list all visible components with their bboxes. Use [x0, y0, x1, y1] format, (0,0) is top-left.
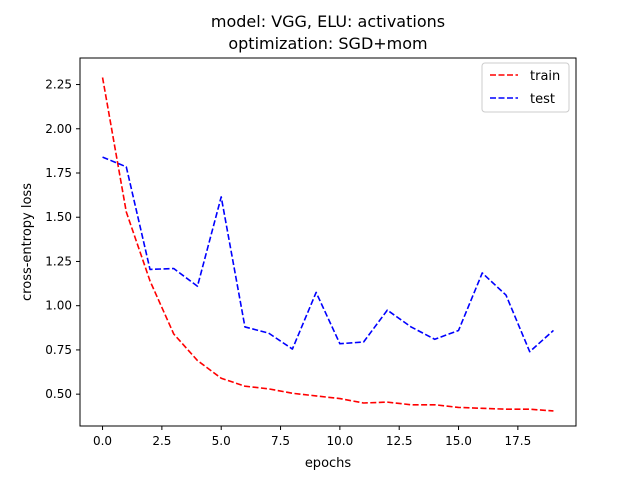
y-tick-label: 1.00 — [45, 299, 72, 313]
series-line-test — [102, 156, 554, 353]
y-tick-label: 0.75 — [45, 343, 72, 357]
y-tick-label: 2.25 — [45, 78, 72, 92]
legend-label-test: test — [530, 92, 555, 107]
plot-frame — [79, 57, 577, 427]
x-tick-label: 15.0 — [445, 434, 472, 448]
x-tick-label: 17.5 — [504, 434, 531, 448]
series-line-train — [101, 77, 554, 412]
y-axis-ticks: 0.50 0.75 1.00 1.25 1.50 1.75 2.00 2.25 — [45, 78, 80, 401]
y-tick-label: 1.25 — [45, 254, 72, 268]
legend-label-train: train — [530, 69, 560, 84]
x-tick-label: 5.0 — [212, 434, 231, 448]
plot-area — [80, 58, 576, 426]
x-tick-label: 12.5 — [386, 434, 413, 448]
x-axis-ticks: 0.0 2.5 5.0 7.5 10.0 12.5 15.0 17.5 — [93, 426, 531, 448]
y-tick-label: 0.50 — [45, 387, 72, 401]
y-tick-label: 1.50 — [45, 210, 72, 224]
x-tick-label: 10.0 — [327, 434, 354, 448]
chart-title-line-2: optimization: SGD+mom — [228, 34, 427, 53]
x-tick-label: 2.5 — [152, 434, 171, 448]
series-layer — [101, 77, 554, 412]
y-tick-label: 2.00 — [45, 122, 72, 136]
legend: train test — [481, 62, 570, 113]
x-tick-label: 0.0 — [93, 434, 112, 448]
x-axis-label: epochs — [305, 456, 352, 471]
y-tick-label: 1.75 — [45, 166, 72, 180]
chart-title-line-1: model: VGG, ELU: activations — [211, 12, 445, 31]
y-axis-label: cross-entropy loss — [20, 183, 35, 301]
x-tick-label: 7.5 — [271, 434, 290, 448]
